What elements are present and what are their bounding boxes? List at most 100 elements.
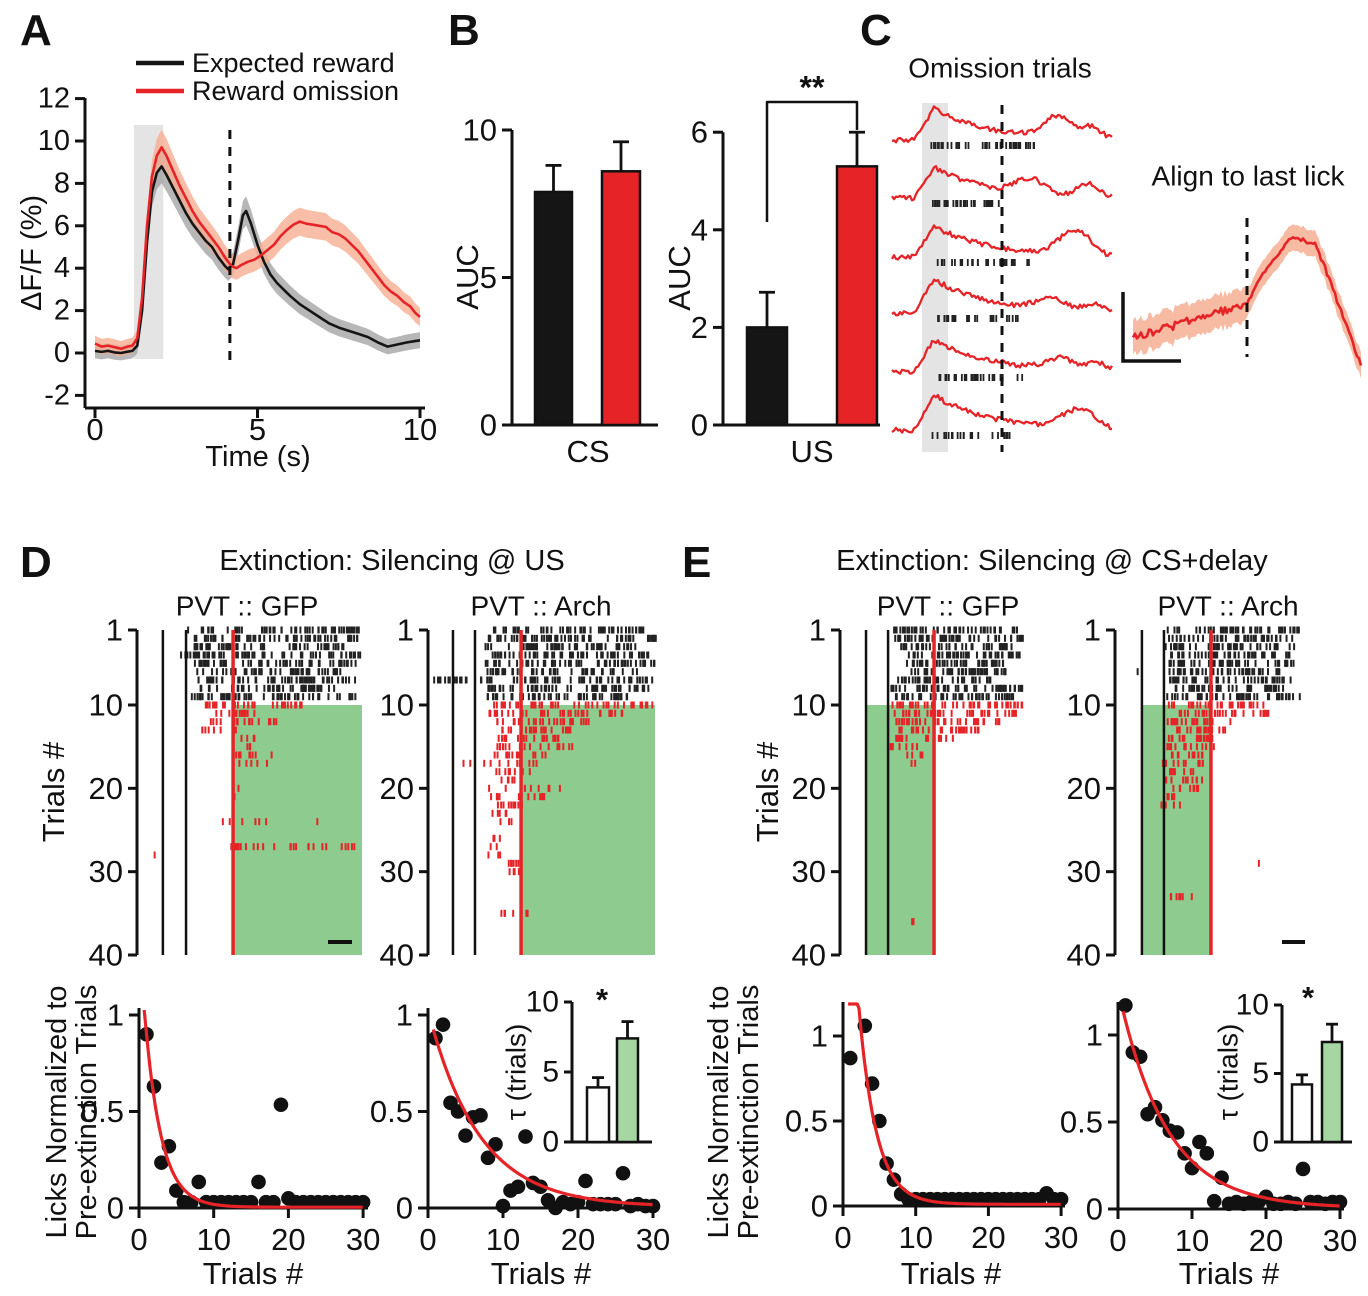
c-scale-bar xyxy=(1121,292,1181,363)
d-licks-y-label: Licks Normalized to Pre-extinction Trial… xyxy=(40,984,103,1240)
d-gfp-subtitle: PVT :: GFP xyxy=(175,590,319,622)
d-arch-licks-scatter-point xyxy=(615,1165,631,1181)
e-arch-x-label: Trials # xyxy=(1178,1255,1280,1291)
d-gfp-x-label: Trials # xyxy=(202,1255,304,1291)
tick-label: 20 xyxy=(971,1220,1005,1255)
b-cs-bar-chart-bar-1 xyxy=(600,170,642,427)
e-arch-licks-scatter-point xyxy=(1199,1146,1215,1161)
b-cs-x-label: CS xyxy=(566,433,610,469)
tick-label: 0.5 xyxy=(785,1104,828,1139)
tick-label: 8 xyxy=(54,167,70,199)
d-arch-subtitle: PVT :: Arch xyxy=(470,590,612,622)
d-raster-y-label: Trials # xyxy=(35,741,71,843)
d-arch-licks-scatter-point xyxy=(435,1017,451,1032)
c-cue-window xyxy=(922,103,948,452)
b-cs-bar-chart: 0 5 10 xyxy=(463,113,658,443)
tick-label: 0 xyxy=(396,1191,413,1226)
tick-label: 10 xyxy=(1067,688,1101,723)
tick-label: 20 xyxy=(1067,771,1101,806)
tick-label: 1 xyxy=(107,998,124,1033)
tick-label: 30 xyxy=(380,854,414,889)
b-us-y-axis-label: AUC xyxy=(661,245,697,311)
tick-label: 20 xyxy=(89,771,123,806)
d-arch-licks-scatter-point xyxy=(495,1198,511,1214)
tick-label: 6 xyxy=(54,210,70,242)
tick-label: 30 xyxy=(1323,1223,1357,1258)
tick-label: 5 xyxy=(249,412,266,447)
tick-label: 20 xyxy=(792,771,826,806)
tick-label: 4 xyxy=(691,212,708,247)
tick-label: 0.5 xyxy=(1060,1105,1103,1140)
tick-label: 40 xyxy=(1067,938,1101,973)
e-arch-raster-scale-bar xyxy=(1282,940,1305,944)
tick-label: 1 xyxy=(397,613,414,648)
c-omission-title: Omission trials xyxy=(908,52,1092,84)
d-arch-raster-silencing-window xyxy=(521,705,655,955)
tick-label: 2 xyxy=(691,310,708,345)
tick-label: 10 xyxy=(89,688,123,723)
tick-label: 0 xyxy=(1109,1223,1126,1258)
tick-label: 20 xyxy=(561,1222,595,1257)
e-arch-licks-scatter-point xyxy=(1192,1134,1207,1150)
e-raster-y-label: Trials # xyxy=(749,741,785,843)
d-gfp-raster: 1 10 20 30 40 xyxy=(89,613,362,973)
d-arch-x-label: Trials # xyxy=(490,1255,592,1291)
tick-label: -2 xyxy=(44,379,70,411)
b-us-bar-chart-bar-0 xyxy=(745,326,789,427)
e-gfp-licks-scatter-point xyxy=(842,1050,858,1066)
d-tau-inset-bar-1 xyxy=(615,1037,640,1144)
tick-label: 0 xyxy=(107,1191,124,1226)
tick-label: 10 xyxy=(380,688,414,723)
d-gfp-licks-scatter-point xyxy=(191,1174,207,1190)
e-arch-raster: 1 10 20 30 40 xyxy=(1067,613,1305,973)
e-gfp-raster: 1 10 20 30 40 xyxy=(792,613,1024,973)
panel-b-label: B xyxy=(448,6,480,55)
tick-label: 12 xyxy=(38,83,70,115)
tick-label: 0 xyxy=(691,408,708,443)
e-arch-licks-scatter-point xyxy=(1169,1125,1185,1140)
tick-label: 30 xyxy=(792,854,826,889)
e-tau-label: τ (trials) xyxy=(1212,1023,1244,1121)
tick-label: 0 xyxy=(130,1222,147,1257)
tick-label: 6 xyxy=(691,115,708,150)
panel-a-label: A xyxy=(20,6,52,55)
tick-label: 5 xyxy=(542,1056,559,1089)
e-gfp-raster-silencing-window xyxy=(866,705,935,955)
d-arch-licks-scatter-point xyxy=(458,1128,473,1143)
a-y-axis-label: ΔF/F (%) xyxy=(15,194,48,312)
tick-label: 0 xyxy=(419,1222,436,1257)
tick-label: 0 xyxy=(834,1220,851,1255)
e-arch-subtitle: PVT :: Arch xyxy=(1157,590,1299,622)
e-arch-raster-silencing-window xyxy=(1142,705,1211,955)
e-arch-licks-scatter-point xyxy=(1295,1161,1311,1177)
panel-c-label: C xyxy=(860,6,892,55)
d-arch-licks-scatter-point xyxy=(488,1137,503,1152)
tick-label: 4 xyxy=(54,252,70,284)
d-arch-licks-scatter-point xyxy=(480,1150,496,1166)
d-arch-licks-scatter-point xyxy=(645,1198,661,1214)
d-title: Extinction: Silencing @ US xyxy=(219,544,565,577)
tick-label: 10 xyxy=(898,1220,932,1255)
e-licks-y-label: Licks Normalized to Pre-extinction Trial… xyxy=(702,984,765,1240)
tick-label: 1 xyxy=(396,998,413,1033)
tick-label: 1 xyxy=(1084,613,1101,648)
b-us-bar-chart-bar-1 xyxy=(835,165,879,427)
d-tau-inset-bar-0 xyxy=(585,1086,611,1144)
e-arch-licks-scatter: 00.510 10 20 30 xyxy=(1060,998,1357,1258)
tick-label: 10 xyxy=(486,1222,520,1257)
e-tau-inset: 0 5 10 xyxy=(1236,989,1352,1159)
panel-e-label: E xyxy=(682,538,712,587)
tick-label: 30 xyxy=(346,1222,380,1257)
d-arch-licks-scatter-point xyxy=(518,1129,533,1144)
d-arch-licks-scatter-point xyxy=(578,1173,593,1189)
tick-label: 40 xyxy=(89,938,123,973)
tick-label: 20 xyxy=(271,1222,305,1257)
d-tau-significance-star: * xyxy=(595,981,609,1017)
d-gfp-licks-scatter-point xyxy=(251,1174,266,1190)
e-title: Extinction: Silencing @ CS+delay xyxy=(836,544,1268,577)
tick-label: 0.5 xyxy=(370,1094,413,1129)
tick-label: 0.5 xyxy=(81,1094,124,1129)
panel-d-label: D xyxy=(20,538,52,587)
